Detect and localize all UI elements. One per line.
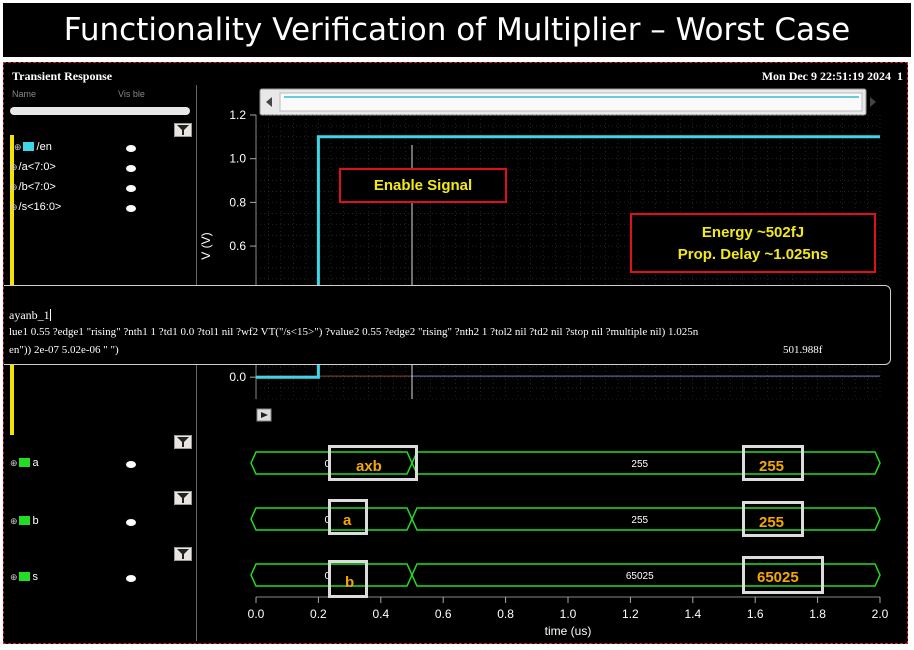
x-tick-label: 0.8 [497,607,514,621]
y-tick-label: 1.0 [229,152,246,166]
bus-s-left-callout: b [328,560,368,598]
column-name-header: Name [12,89,37,99]
signal-label: b [32,515,39,527]
signal-label: a [32,457,39,469]
x-tick-label: 1.2 [622,607,639,621]
column-visible-header: Vis ble [118,89,145,99]
bus-final-value: 255 [631,459,648,470]
bus-s-right-callout: 65025 [742,556,824,594]
scroll-left-icon[interactable] [266,97,272,107]
bus-b-right-callout: 255 [742,501,804,537]
trace-en [256,135,880,379]
visibility-eye-icon[interactable] [126,519,136,526]
bus-a-right-callout: 255 [742,445,804,481]
expression-name-text: ayanb_1 [9,308,50,322]
signal-color-swatch [22,142,34,151]
expression-result: 501.988f [783,344,823,356]
expand-icon: ⊕ [10,182,18,192]
calculator-expression-popup: ayanb_1 lue1 0.55 ?edge1 "rising" ?nth1 … [4,285,891,365]
visibility-eye-icon[interactable] [126,145,136,152]
funnel-icon [177,549,189,559]
signal-row-a[interactable]: ⊕/a<7:0> [10,161,56,173]
scroll-right-icon[interactable] [870,97,876,107]
funnel-icon [177,493,189,503]
delay-text: Prop. Delay ~1.025ns [677,246,829,263]
bus-initial-value: 0 [325,459,331,470]
visibility-eye-icon[interactable] [126,185,136,192]
signal-color-swatch [18,458,30,467]
signal-label: s [32,571,39,583]
visibility-eye-icon[interactable] [126,575,136,582]
bus-a-left-callout: axb [328,445,418,481]
signal-row-bus-b[interactable]: ⊕ b [10,515,39,527]
energy-text: Energy ~502fJ [701,224,805,241]
x-tick-label: 0.6 [435,607,452,621]
bus-initial-value: 0 [325,571,331,582]
scrollbar-thumb[interactable] [279,92,863,112]
x-tick-label: 1.0 [560,607,577,621]
expand-icon: ⊕ [10,458,18,468]
filter-button-strip2[interactable] [174,435,192,449]
expression-line-end: en")) 2e-07 5.02e-06 " ") [9,344,119,356]
expand-icon: ⊕ [10,202,18,212]
bus-b-left-callout: a [328,499,368,535]
bus-final-value: 255 [631,515,648,526]
energy-delay-annotation: Energy ~502fJ Prop. Delay ~1.025ns [630,213,876,273]
x-tick-label: 1.4 [684,607,701,621]
funnel-icon [177,125,189,135]
filter-button-strip1[interactable] [174,123,192,137]
browser-scrollbar[interactable] [10,107,190,115]
signal-row-bus-a[interactable]: ⊕ a [10,457,39,469]
signal-row-s[interactable]: ⊕/s<16:0> [10,201,61,213]
bus-final-value: 65025 [626,571,654,582]
signal-color-swatch [18,572,30,581]
corner-text: 1 [897,69,903,83]
expand-icon: ⊕ [10,162,18,172]
signal-label: /en [36,141,52,153]
window-title: Transient Response [12,69,113,83]
expression-name: ayanb_1 [9,308,51,323]
x-tick-label: 0.2 [310,607,327,621]
y-tick-label: 1.2 [229,108,246,122]
visibility-eye-icon[interactable] [126,205,136,212]
visibility-eye-icon[interactable] [126,165,136,172]
signal-row-en[interactable]: ⊕ /en [14,141,52,153]
window-datetime: Mon Dec 9 22:51:19 2024 1 [762,69,903,84]
y-tick-label: 0.0 [229,370,246,384]
play-icon [261,412,268,418]
signal-row-b[interactable]: ⊕/b<7:0> [10,181,56,193]
y-tick-label: 0.8 [229,195,246,209]
datetime-text: Mon Dec 9 22:51:19 2024 [761,69,891,83]
text-cursor [49,309,51,321]
bus-segment-final [411,507,881,531]
funnel-icon [177,437,189,447]
signal-row-bus-s[interactable]: ⊕ s [10,571,38,583]
expand-icon: ⊕ [10,516,18,526]
bus-initial-value: 0 [325,515,331,526]
enable-signal-annotation: Enable Signal [339,168,507,203]
expression-line: lue1 0.55 ?edge1 "rising" ?nth1 1 ?td1 0… [9,326,699,338]
signal-label: /s<16:0> [18,201,62,213]
expand-icon: ⊕ [10,572,18,582]
filter-button-strip4[interactable] [174,547,192,561]
visibility-eye-icon[interactable] [126,461,136,468]
y-tick-label: 0.6 [229,239,246,253]
slide-title: Functionality Verification of Multiplier… [3,3,911,57]
signal-color-swatch [18,516,30,525]
filter-button-strip3[interactable] [174,491,192,505]
x-tick-label: 1.8 [809,607,826,621]
bus-segment-final [411,563,881,587]
x-tick-label: 0.4 [372,607,389,621]
waveform-viewer-window: Transient Response Mon Dec 9 22:51:19 20… [3,62,908,644]
x-tick-label: 1.6 [747,607,764,621]
y-axis-label: V (V) [199,232,213,259]
x-axis-label: time (us) [545,624,592,638]
signal-label: /a<7:0> [18,161,56,173]
x-tick-label: 2.0 [872,607,889,621]
signal-label: /b<7:0> [18,181,56,193]
expand-icon: ⊕ [14,142,22,152]
x-tick-label: 0.0 [248,607,265,621]
